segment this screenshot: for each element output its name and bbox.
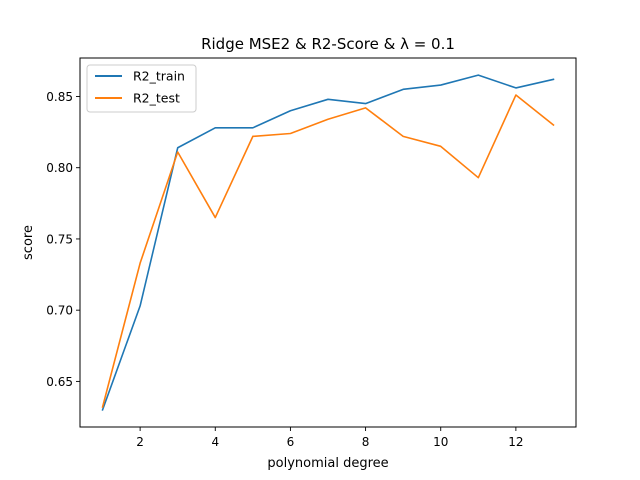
series-line-r2-train bbox=[101, 74, 555, 411]
x-tick-label: 8 bbox=[362, 435, 370, 449]
series-layer bbox=[101, 74, 555, 411]
legend-label-r2-test: R2_test bbox=[133, 91, 180, 106]
y-axis-label: score bbox=[21, 225, 36, 260]
y-axis-ticks: 0.65 0.70 0.75 0.80 0.85 bbox=[46, 90, 80, 389]
x-tick-label: 12 bbox=[508, 435, 523, 449]
x-axis-ticks: 2 4 6 8 10 12 bbox=[136, 427, 524, 449]
series-line-r2-test bbox=[101, 94, 555, 409]
x-tick-label: 2 bbox=[136, 435, 144, 449]
chart-title: Ridge MSE2 & R2-Score & λ = 0.1 bbox=[201, 35, 455, 53]
legend: R2_train R2_test bbox=[86, 64, 197, 113]
y-tick-label: 0.75 bbox=[46, 232, 73, 246]
y-tick-label: 0.65 bbox=[46, 375, 73, 389]
y-tick-label: 0.70 bbox=[46, 304, 73, 318]
x-tick-label: 6 bbox=[287, 435, 295, 449]
x-axis-label: polynomial degree bbox=[267, 456, 388, 471]
y-tick-label: 0.80 bbox=[46, 161, 73, 175]
y-tick-label: 0.85 bbox=[46, 90, 73, 104]
legend-label-r2-train: R2_train bbox=[133, 69, 185, 84]
x-tick-label: 4 bbox=[211, 435, 219, 449]
plot-frame bbox=[79, 57, 577, 428]
x-tick-label: 10 bbox=[433, 435, 448, 449]
